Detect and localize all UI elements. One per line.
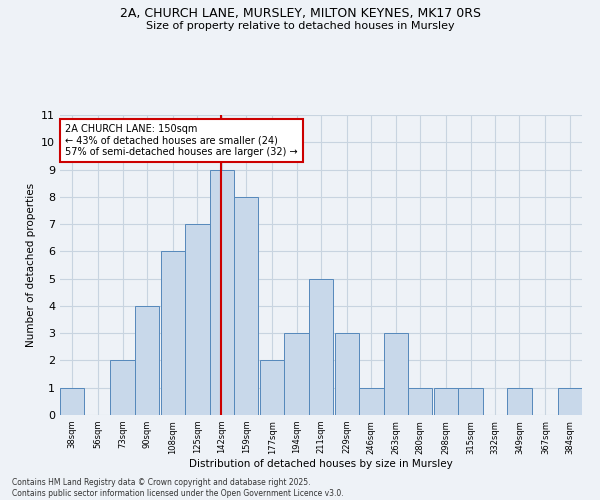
Bar [260,360,284,415]
Bar [408,388,433,415]
Bar [284,333,309,415]
Bar [557,388,582,415]
X-axis label: Distribution of detached houses by size in Mursley: Distribution of detached houses by size … [189,460,453,469]
Y-axis label: Number of detached properties: Number of detached properties [26,183,35,347]
Bar [135,306,159,415]
Text: 2A CHURCH LANE: 150sqm
← 43% of detached houses are smaller (24)
57% of semi-det: 2A CHURCH LANE: 150sqm ← 43% of detached… [65,124,298,157]
Bar [60,388,85,415]
Bar [161,252,185,415]
Bar [383,333,408,415]
Text: Contains HM Land Registry data © Crown copyright and database right 2025.
Contai: Contains HM Land Registry data © Crown c… [12,478,344,498]
Bar [434,388,458,415]
Text: Size of property relative to detached houses in Mursley: Size of property relative to detached ho… [146,21,454,31]
Bar [209,170,234,415]
Bar [335,333,359,415]
Bar [309,278,333,415]
Bar [458,388,483,415]
Bar [110,360,135,415]
Bar [507,388,532,415]
Bar [234,197,259,415]
Text: 2A, CHURCH LANE, MURSLEY, MILTON KEYNES, MK17 0RS: 2A, CHURCH LANE, MURSLEY, MILTON KEYNES,… [119,8,481,20]
Bar [359,388,383,415]
Bar [185,224,209,415]
